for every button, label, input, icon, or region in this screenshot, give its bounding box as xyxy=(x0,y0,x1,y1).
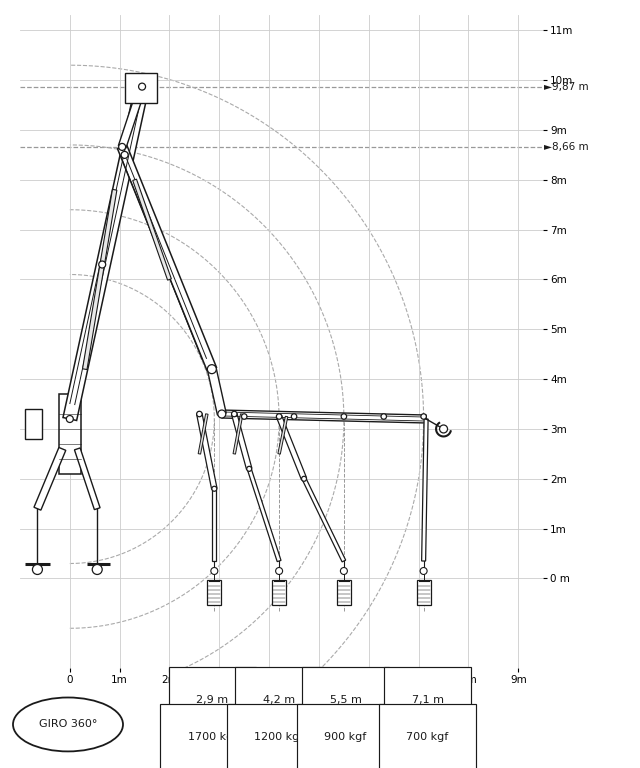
Polygon shape xyxy=(221,410,426,423)
Polygon shape xyxy=(337,580,351,605)
Text: ►8,66 m: ►8,66 m xyxy=(544,142,589,152)
Polygon shape xyxy=(247,468,281,561)
Text: 5,5 m: 5,5 m xyxy=(330,694,362,704)
Polygon shape xyxy=(118,85,146,148)
Polygon shape xyxy=(196,413,217,489)
Polygon shape xyxy=(422,419,428,561)
Polygon shape xyxy=(59,394,81,474)
Polygon shape xyxy=(118,145,216,371)
Circle shape xyxy=(301,476,307,482)
Polygon shape xyxy=(212,488,216,561)
Polygon shape xyxy=(302,478,346,562)
Polygon shape xyxy=(198,414,208,454)
Circle shape xyxy=(421,414,426,419)
Polygon shape xyxy=(74,448,100,510)
Circle shape xyxy=(211,568,218,574)
Polygon shape xyxy=(207,580,221,605)
Circle shape xyxy=(381,414,387,419)
Circle shape xyxy=(92,564,102,574)
Polygon shape xyxy=(276,415,307,480)
Circle shape xyxy=(232,412,237,417)
Circle shape xyxy=(440,425,447,433)
Text: 1700 kgf: 1700 kgf xyxy=(188,732,237,742)
Circle shape xyxy=(276,414,282,419)
Text: ►9,87 m: ►9,87 m xyxy=(544,81,589,91)
Polygon shape xyxy=(207,368,226,415)
Polygon shape xyxy=(25,409,42,439)
Circle shape xyxy=(246,466,252,472)
Circle shape xyxy=(291,414,297,419)
Circle shape xyxy=(241,414,247,419)
Circle shape xyxy=(340,568,348,574)
Ellipse shape xyxy=(13,697,123,751)
Circle shape xyxy=(212,486,217,492)
Circle shape xyxy=(420,568,427,574)
Circle shape xyxy=(341,414,347,419)
Polygon shape xyxy=(272,580,286,605)
Circle shape xyxy=(99,261,106,268)
Text: 7,1 m: 7,1 m xyxy=(412,694,444,704)
Circle shape xyxy=(139,83,145,90)
Polygon shape xyxy=(83,190,117,369)
Polygon shape xyxy=(233,414,243,454)
Circle shape xyxy=(207,365,216,374)
Circle shape xyxy=(196,412,202,417)
Circle shape xyxy=(218,410,226,418)
Polygon shape xyxy=(63,85,149,421)
Text: 4,2 m: 4,2 m xyxy=(263,694,295,704)
Polygon shape xyxy=(232,413,252,469)
Text: 700 kgf: 700 kgf xyxy=(406,732,449,742)
Text: 1200 kgf: 1200 kgf xyxy=(255,732,303,742)
Circle shape xyxy=(67,415,74,422)
Circle shape xyxy=(276,568,283,574)
Polygon shape xyxy=(132,179,172,280)
Polygon shape xyxy=(278,416,288,454)
Circle shape xyxy=(121,151,128,158)
Polygon shape xyxy=(417,580,431,605)
Polygon shape xyxy=(125,73,157,103)
Circle shape xyxy=(118,144,125,151)
Text: 900 kgf: 900 kgf xyxy=(324,732,367,742)
Text: GIRO 360°: GIRO 360° xyxy=(39,720,97,730)
Circle shape xyxy=(33,564,42,574)
Text: 2,9 m: 2,9 m xyxy=(196,694,228,704)
Polygon shape xyxy=(34,448,66,510)
